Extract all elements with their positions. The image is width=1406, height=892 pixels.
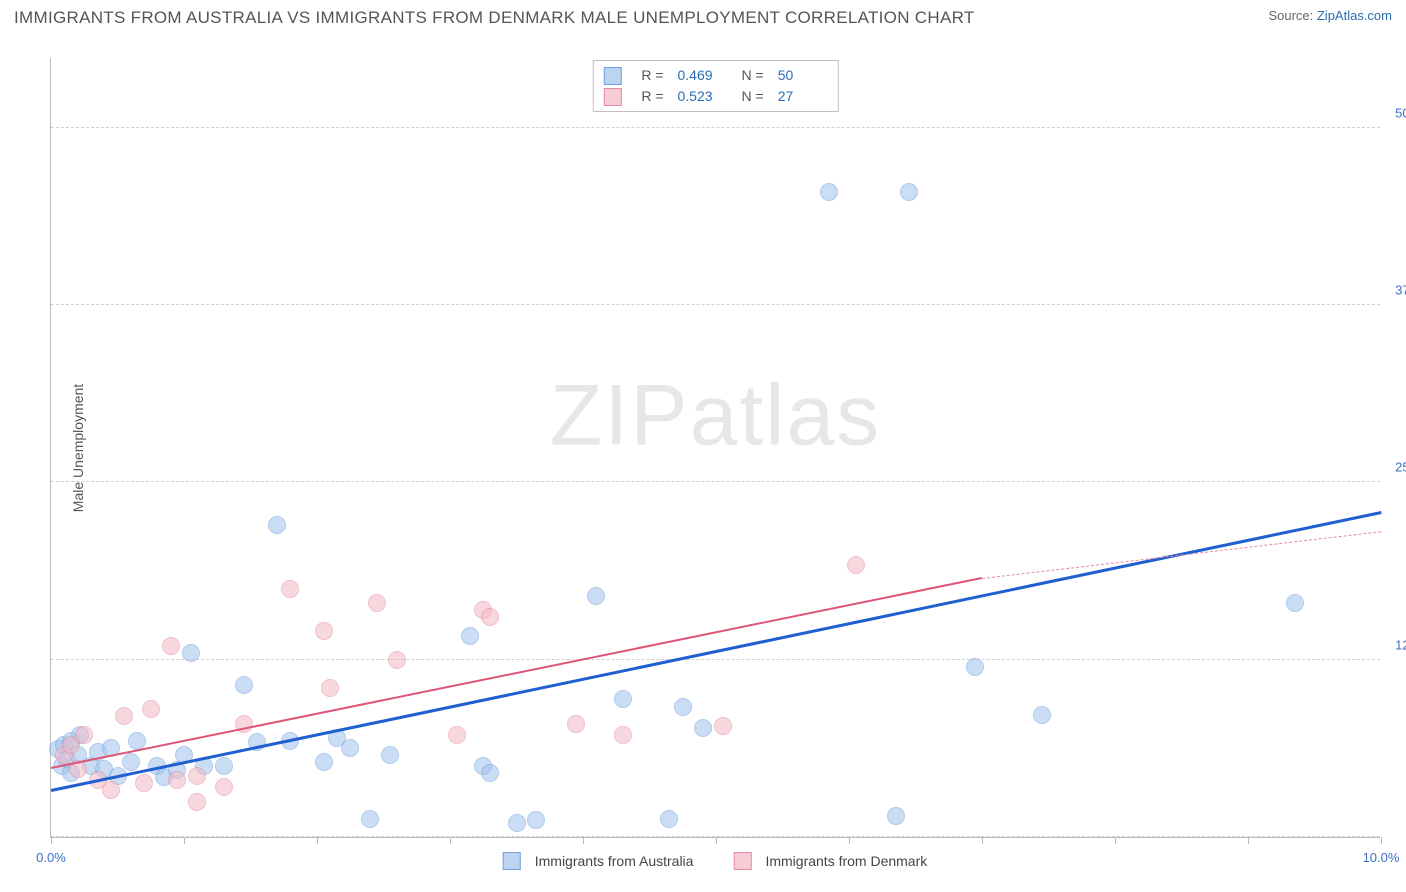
watermark-zip: ZIP [550, 368, 690, 464]
data-point [448, 726, 466, 744]
data-point [820, 183, 838, 201]
source-prefix: Source: [1268, 8, 1316, 23]
series-legend: Immigrants from Australia Immigrants from… [503, 852, 928, 870]
gridline [51, 481, 1380, 482]
data-point [614, 690, 632, 708]
data-point [75, 726, 93, 744]
data-point [315, 622, 333, 640]
stats-legend-box: R = 0.469 N = 50 R = 0.523 N = 27 [592, 60, 838, 112]
data-point [102, 781, 120, 799]
legend-item: Immigrants from Australia [503, 852, 694, 870]
watermark: ZIPatlas [550, 367, 881, 466]
stat-r-label: R = [641, 86, 663, 107]
data-point [188, 767, 206, 785]
data-point [135, 774, 153, 792]
y-tick-label: 12.5% [1395, 637, 1406, 652]
x-tick [583, 837, 584, 844]
x-tick [450, 837, 451, 844]
stat-r-value: 0.523 [678, 86, 728, 107]
data-point [660, 810, 678, 828]
data-point [614, 726, 632, 744]
data-point [268, 516, 286, 534]
data-point [587, 587, 605, 605]
x-tick-label: 10.0% [1363, 850, 1400, 865]
legend-swatch [603, 67, 621, 85]
data-point [887, 807, 905, 825]
data-point [142, 700, 160, 718]
data-point [388, 651, 406, 669]
data-point [215, 757, 233, 775]
trend-line [982, 531, 1381, 579]
data-point [674, 698, 692, 716]
data-point [381, 746, 399, 764]
x-tick [184, 837, 185, 844]
stat-r-label: R = [641, 65, 663, 86]
y-tick-label: 25.0% [1395, 460, 1406, 475]
data-point [162, 637, 180, 655]
gridline [51, 127, 1380, 128]
data-point [966, 658, 984, 676]
legend-swatch [733, 852, 751, 870]
data-point [361, 810, 379, 828]
trend-line [51, 511, 1382, 791]
data-point [527, 811, 545, 829]
data-point [1033, 706, 1051, 724]
data-point [168, 771, 186, 789]
x-tick [849, 837, 850, 844]
data-point [900, 183, 918, 201]
source-link[interactable]: ZipAtlas.com [1317, 8, 1392, 23]
x-tick [1115, 837, 1116, 844]
data-point [315, 753, 333, 771]
stat-n-value: 27 [778, 86, 828, 107]
gridline [51, 304, 1380, 305]
x-tick-label: 0.0% [36, 850, 66, 865]
x-tick [982, 837, 983, 844]
data-point [341, 739, 359, 757]
chart-title: IMMIGRANTS FROM AUSTRALIA VS IMMIGRANTS … [14, 8, 975, 28]
plot-area: ZIPatlas R =0.469N =50R =0.523N =27 12.5… [50, 58, 1380, 838]
stat-n-label: N = [742, 86, 764, 107]
data-point [567, 715, 585, 733]
stat-r-value: 0.469 [678, 65, 728, 86]
data-point [188, 793, 206, 811]
data-point [321, 679, 339, 697]
source-attribution: Source: ZipAtlas.com [1268, 8, 1392, 23]
data-point [1286, 594, 1304, 612]
legend-swatch [603, 88, 621, 106]
x-tick [716, 837, 717, 844]
gridline [51, 659, 1380, 660]
data-point [481, 608, 499, 626]
data-point [368, 594, 386, 612]
data-point [281, 580, 299, 598]
data-point [847, 556, 865, 574]
data-point [694, 719, 712, 737]
y-tick-label: 50.0% [1395, 105, 1406, 120]
data-point [122, 753, 140, 771]
data-point [714, 717, 732, 735]
data-point [115, 707, 133, 725]
x-tick [1381, 837, 1382, 844]
legend-item: Immigrants from Denmark [733, 852, 927, 870]
data-point [182, 644, 200, 662]
x-tick [51, 837, 52, 844]
legend-swatch [503, 852, 521, 870]
legend-stat-row: R = 0.469 N = 50 [603, 65, 827, 86]
data-point [235, 676, 253, 694]
data-point [481, 764, 499, 782]
legend-stat-row: R = 0.523 N = 27 [603, 86, 827, 107]
watermark-atlas: atlas [690, 368, 882, 464]
data-point [508, 814, 526, 832]
x-tick [317, 837, 318, 844]
legend-series-name: Immigrants from Denmark [765, 853, 927, 869]
stat-n-label: N = [742, 65, 764, 86]
stat-n-value: 50 [778, 65, 828, 86]
chart-container: Male Unemployment ZIPatlas R =0.469N =50… [50, 58, 1380, 838]
data-point [461, 627, 479, 645]
x-tick [1248, 837, 1249, 844]
y-tick-label: 37.5% [1395, 283, 1406, 298]
data-point [215, 778, 233, 796]
trend-line [51, 577, 982, 769]
legend-series-name: Immigrants from Australia [535, 853, 694, 869]
